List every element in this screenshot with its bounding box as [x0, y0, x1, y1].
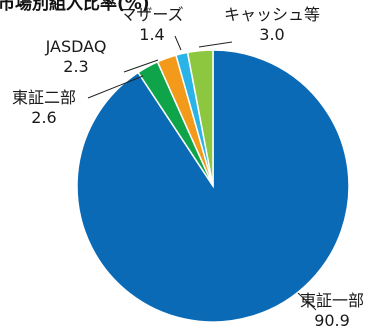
pie-slice-5 — [186, 49, 214, 187]
slice-category-label: 東証二部 — [12, 88, 76, 107]
leader-line-3 — [123, 59, 159, 73]
pie-slices — [76, 49, 350, 323]
leader-line-1 — [297, 292, 317, 311]
chart-title: 市場別組入比率(%) — [0, 0, 150, 14]
slice-value-label: 2.6 — [31, 108, 56, 127]
slice-category-label: キャッシュ等 — [224, 5, 320, 24]
slice-value-label: 3.0 — [259, 25, 284, 44]
slice-value-label: 90.9 — [314, 311, 350, 330]
slice-value-label: 1.4 — [139, 25, 164, 44]
leader-line-4 — [174, 35, 182, 51]
leader-line-2 — [87, 75, 144, 99]
slice-category-label: 東証一部 — [300, 291, 364, 310]
leader-lines — [87, 35, 317, 311]
slice-value-label: 2.3 — [63, 57, 88, 76]
leader-line-5 — [198, 41, 233, 48]
slice-category-label: マザーズ — [120, 5, 183, 24]
slice-category-label: JASDAQ — [45, 37, 107, 56]
